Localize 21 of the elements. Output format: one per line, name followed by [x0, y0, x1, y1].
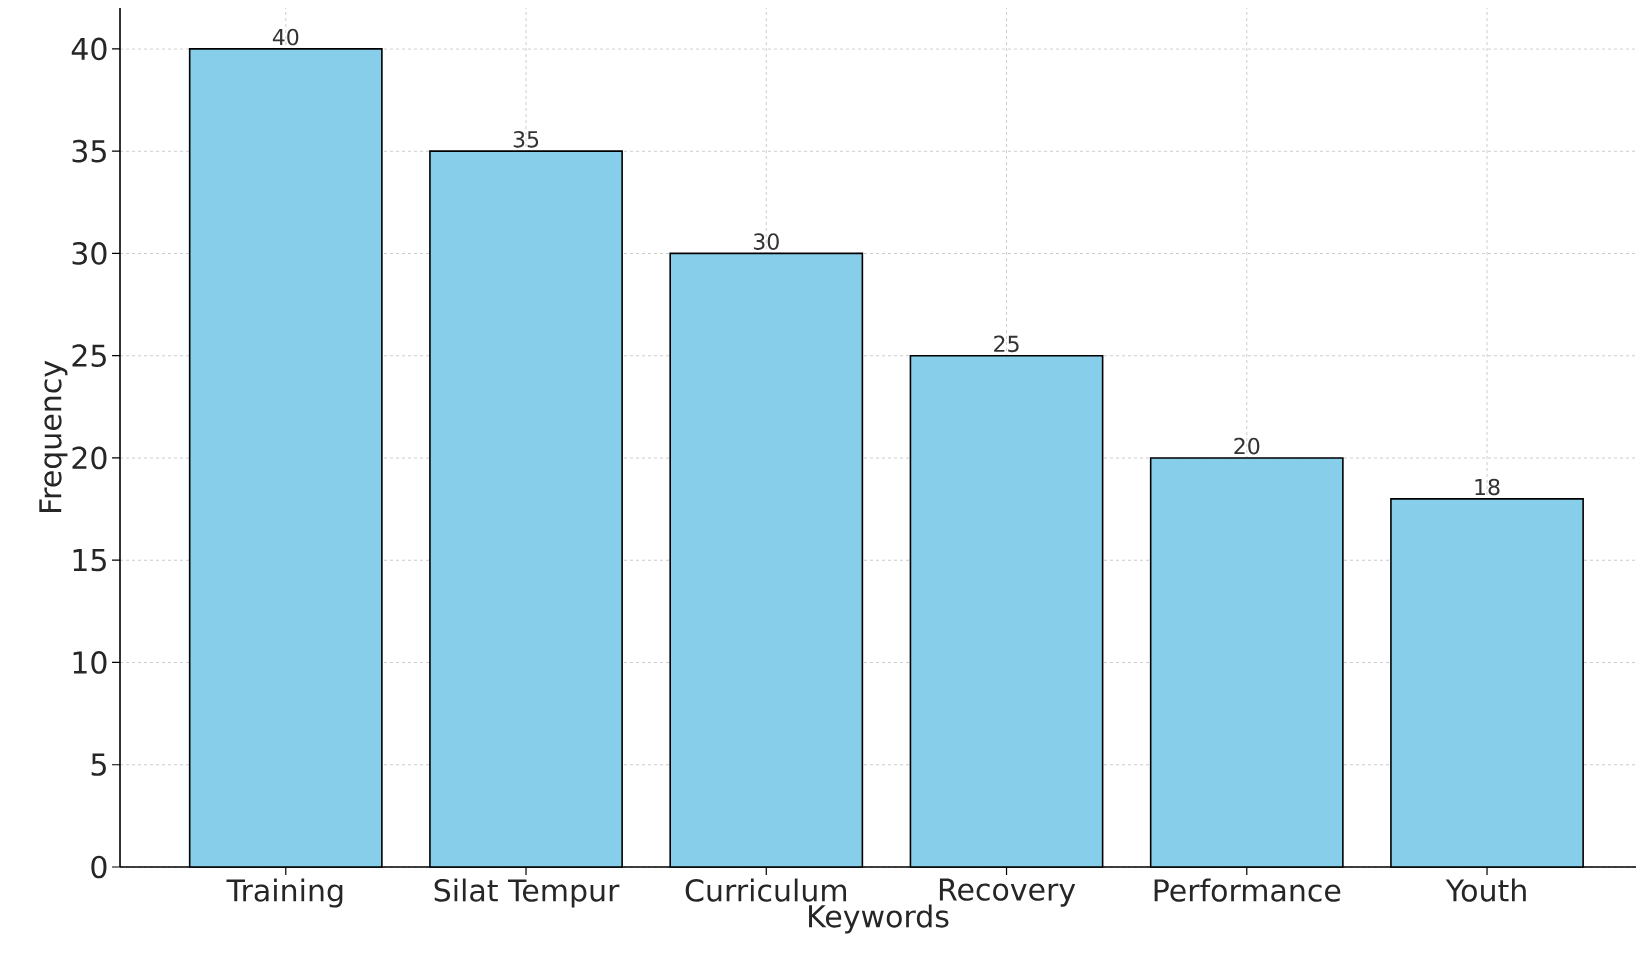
data-label: 40	[272, 28, 299, 46]
y-tick-label: 5	[91, 753, 106, 776]
data-label: 30	[753, 233, 779, 250]
y-tick-label: 0	[91, 855, 107, 879]
y-tick-label: 25	[72, 344, 106, 368]
y-tick-label: 15	[73, 549, 106, 572]
y-tick-label: 35	[72, 139, 106, 163]
y-tick-label: 30	[72, 242, 107, 265]
y-axis-title: Frequency	[39, 360, 68, 513]
x-tick-label: Training	[226, 878, 343, 908]
data-label: 18	[1475, 478, 1500, 496]
data-label: 35	[513, 130, 539, 148]
y-tick-label: 10	[73, 651, 107, 674]
data-label: 25	[994, 335, 1019, 353]
x-tick-label: Curriculum	[685, 878, 847, 902]
y-tick-label: 40	[71, 37, 107, 61]
x-tick-label: Silat Tempur	[434, 878, 620, 908]
data-label: 20	[1234, 437, 1260, 455]
x-tick-label: Youth	[1445, 878, 1526, 902]
x-tick-label: Performance	[1154, 878, 1341, 902]
y-tick-label: 20	[72, 446, 107, 470]
